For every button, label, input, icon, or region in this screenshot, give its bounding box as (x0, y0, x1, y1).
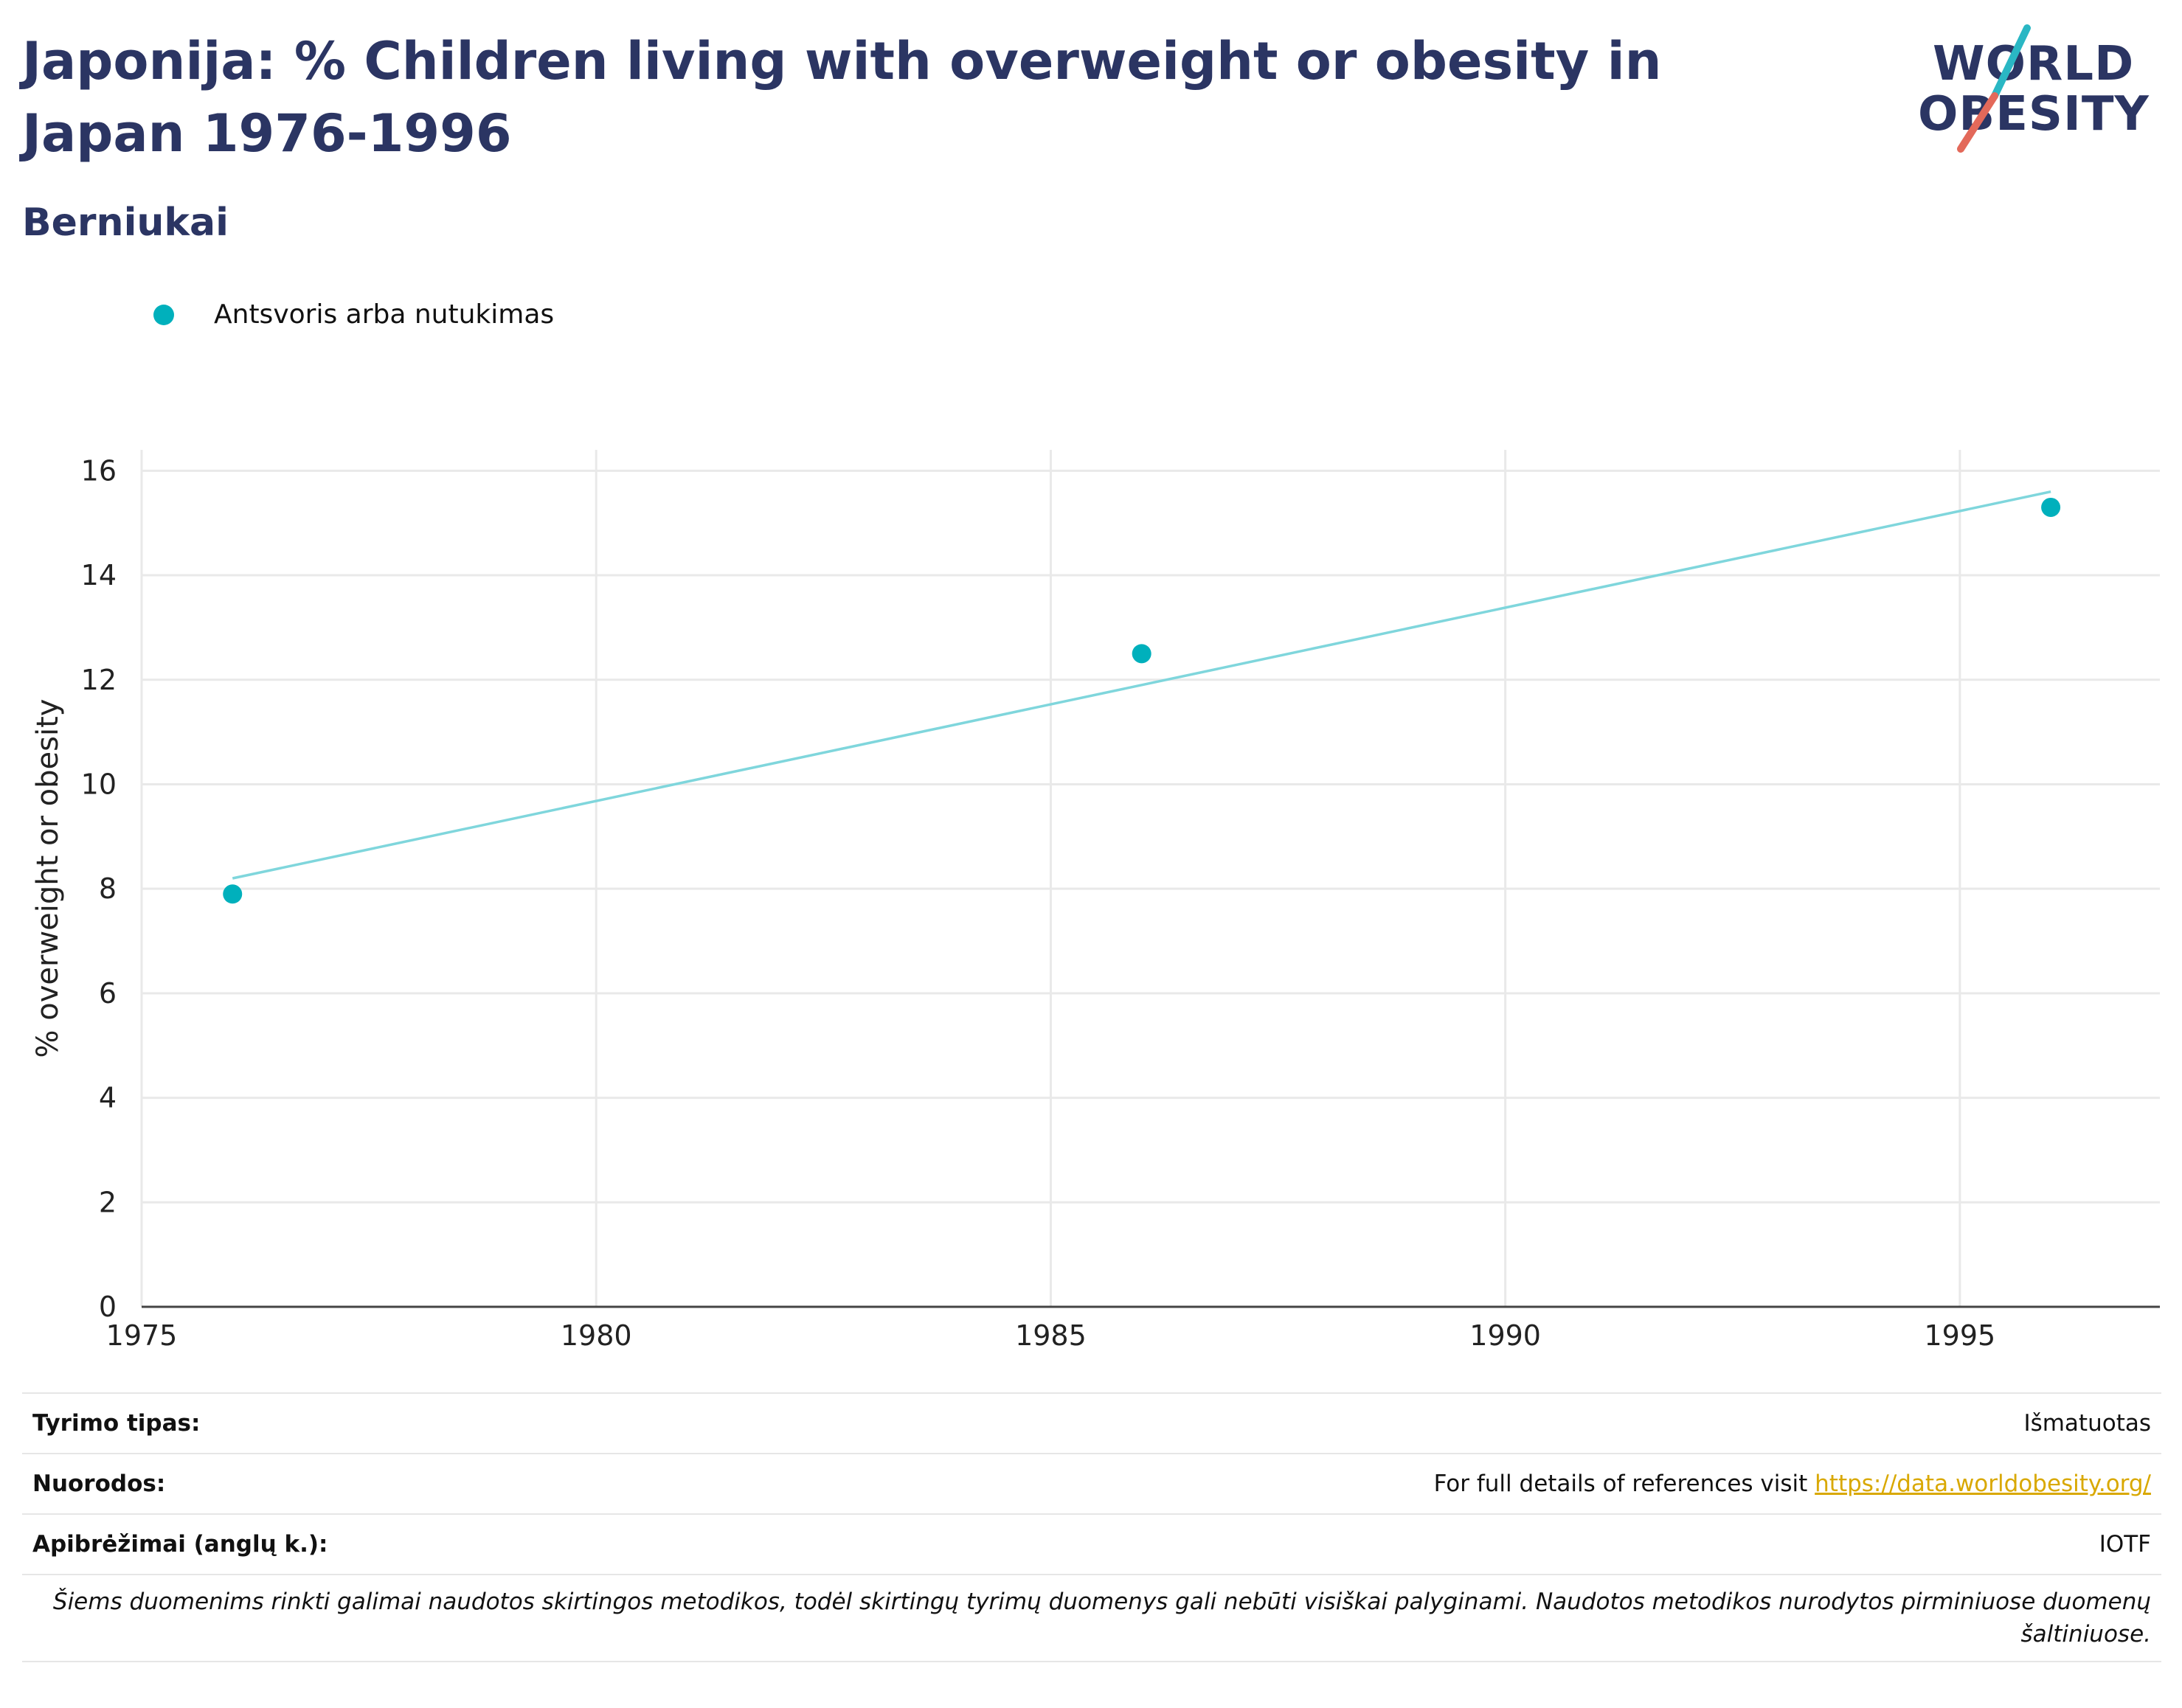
definitions-label: Apibrėžimai (anglų k.): (32, 1531, 328, 1558)
x-tick-label: 1995 (1925, 1319, 1996, 1352)
trendline (232, 490, 2051, 880)
study-type-label: Tyrimo tipas: (32, 1410, 201, 1437)
data-points (223, 497, 2061, 904)
x-tick-labels: 1975 1980 1985 1990 1995 (106, 1319, 1996, 1352)
grid-lines (140, 450, 2160, 1307)
y-tick-label: 4 (99, 1082, 117, 1114)
trendline-layer (232, 490, 2051, 880)
data-point (223, 884, 243, 904)
y-tick-label: 10 (81, 768, 117, 800)
x-tick-label: 1980 (561, 1319, 632, 1352)
y-tick-labels: 0 2 4 6 8 10 12 14 16 (81, 454, 117, 1323)
y-tick-label: 12 (81, 664, 117, 696)
world-obesity-logo: WORLD OBESITY (1918, 22, 2169, 155)
y-tick-label: 8 (99, 872, 117, 905)
x-tick-label: 1975 (106, 1319, 178, 1352)
data-point (2041, 497, 2061, 517)
info-row-references: Nuorodos: For full details of references… (22, 1453, 2161, 1513)
legend-marker (153, 305, 174, 325)
y-tick-label: 6 (99, 977, 117, 1010)
references-text: For full details of references visit (1433, 1471, 1815, 1497)
references-value: For full details of references visit htt… (1434, 1471, 2151, 1497)
y-tick-label: 0 (99, 1291, 117, 1323)
y-axis-title: % overweight or obesity (31, 699, 65, 1058)
info-row-definitions: Apibrėžimai (anglų k.): IOTF (22, 1513, 2161, 1574)
chart-title: Japonija: % Children living with overwei… (22, 31, 1662, 164)
logo-text-world: WORLD (1933, 37, 2135, 91)
references-link[interactable]: https://data.worldobesity.org/ (1815, 1471, 2151, 1497)
methodology-note: Šiems duomenims rinkti galimai naudotos … (22, 1574, 2161, 1662)
references-label: Nuorodos: (32, 1471, 166, 1497)
y-tick-label: 16 (81, 454, 117, 487)
study-type-value: Išmatuotas (2023, 1410, 2151, 1437)
y-tick-label: 2 (99, 1186, 117, 1218)
info-table: Tyrimo tipas: Išmatuotas Nuorodos: For f… (22, 1392, 2161, 1662)
y-tick-label: 14 (81, 559, 117, 591)
logo-slash-icon (1957, 24, 2031, 153)
legend-label: Antsvoris arba nutukimas (214, 299, 555, 330)
chart-subtitle: Berniukai (22, 201, 229, 245)
x-tick-label: 1985 (1015, 1319, 1087, 1352)
logo-text-obesity: OBESITY (1918, 87, 2150, 142)
data-point (1132, 644, 1151, 664)
x-tick-label: 1990 (1469, 1319, 1541, 1352)
definitions-value: IOTF (2099, 1531, 2151, 1558)
info-row-study-type: Tyrimo tipas: Išmatuotas (22, 1392, 2161, 1453)
scatter-chart: 0 2 4 6 8 10 12 14 16 1975 1980 1985 1990 1995 % ove… (31, 450, 2160, 1352)
